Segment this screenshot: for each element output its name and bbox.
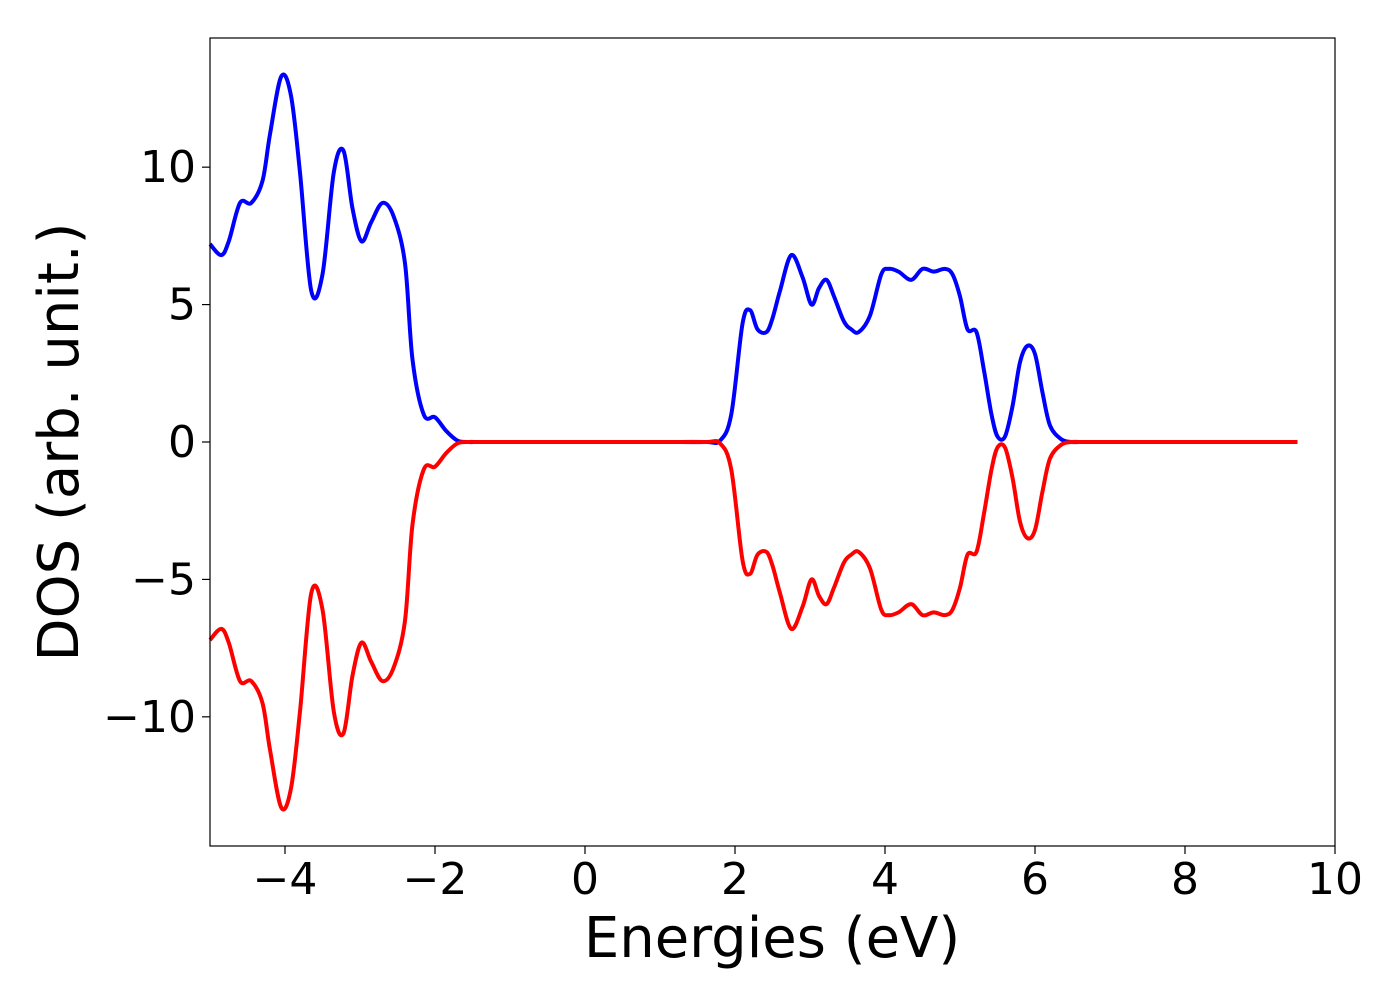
x-tick-label: −4 [253, 854, 318, 905]
y-tick-label: −5 [131, 554, 196, 605]
x-axis-ticks: −4 −2 0 2 4 6 8 10 [253, 846, 1363, 905]
x-tick-label: 0 [571, 854, 599, 905]
y-axis-ticks: 10 5 0 −5 −10 [103, 142, 210, 743]
x-tick-label: 2 [721, 854, 749, 905]
x-tick-label: 8 [1171, 854, 1199, 905]
x-axis-label: Energies (eV) [584, 906, 960, 971]
y-axis-label: DOS (arb. unit.) [27, 222, 92, 661]
series-line-0 [208, 72, 1298, 446]
y-tick-label: 0 [168, 417, 196, 468]
y-tick-label: 10 [140, 142, 196, 193]
y-tick-label: 5 [168, 280, 196, 331]
series-line-1 [208, 438, 1298, 812]
x-tick-label: 4 [871, 854, 899, 905]
x-tick-label: 10 [1307, 854, 1363, 905]
series-layer [208, 72, 1298, 812]
y-tick-label: −10 [103, 692, 196, 743]
x-tick-label: 6 [1021, 854, 1049, 905]
x-tick-label: −2 [403, 854, 468, 905]
